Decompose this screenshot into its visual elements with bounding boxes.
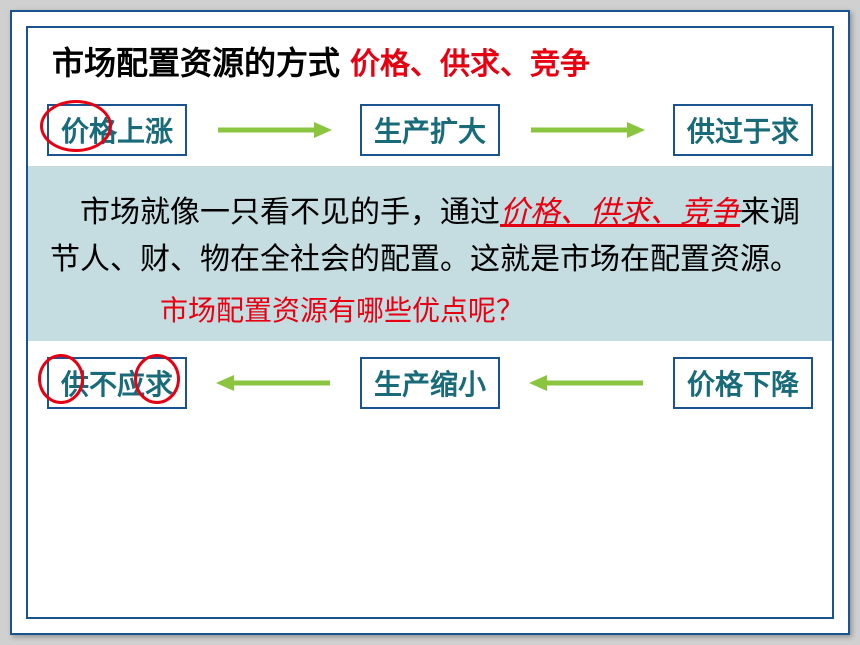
flow-row-top: 价格上涨 生产扩大 供过于求 (42, 104, 818, 156)
title-black: 市场配置资源的方式 (52, 38, 340, 84)
arrow-bottom-1 (187, 371, 360, 395)
arrow-left-icon (527, 371, 647, 395)
para-pre: 市场就像一只看不见的手，通过 (80, 196, 500, 229)
flow-box-price-fall: 价格下降 (673, 357, 813, 409)
flow-box-price-rise: 价格上涨 (47, 104, 187, 156)
arrow-right-icon (214, 118, 334, 142)
explanation-text: 市场就像一只看不见的手，通过价格、供求、竞争来调节人、财、物在全社会的配置。这就… (50, 190, 810, 283)
title-red: 价格、供求、竞争 (350, 39, 590, 83)
flow-box-production-shrink: 生产缩小 (360, 357, 500, 409)
inner-frame: 市场配置资源的方式 价格、供求、竞争 价格上涨 生产扩大 供过于求 (26, 26, 834, 619)
arrow-left-icon (214, 371, 334, 395)
arrow-right-icon (527, 118, 647, 142)
flow-row-bottom: 供不应求 生产缩小 价格下降 (42, 357, 818, 409)
flow-box-production-expand: 生产扩大 (360, 104, 500, 156)
arrow-bottom-2 (500, 371, 673, 395)
para-highlight: 价格、供求、竞争 (500, 196, 740, 229)
outer-frame: 市场配置资源的方式 价格、供求、竞争 价格上涨 生产扩大 供过于求 (10, 10, 850, 635)
flow-box-oversupply: 供过于求 (673, 104, 813, 156)
arrow-top-2 (500, 118, 673, 142)
explanation-panel: 市场就像一只看不见的手，通过价格、供求、竞争来调节人、财、物在全社会的配置。这就… (28, 166, 832, 341)
arrow-top-1 (187, 118, 360, 142)
title-row: 市场配置资源的方式 价格、供求、竞争 (42, 38, 818, 84)
flow-box-undersupply: 供不应求 (47, 357, 187, 409)
question-text: 市场配置资源有哪些优点呢？ (50, 289, 810, 329)
